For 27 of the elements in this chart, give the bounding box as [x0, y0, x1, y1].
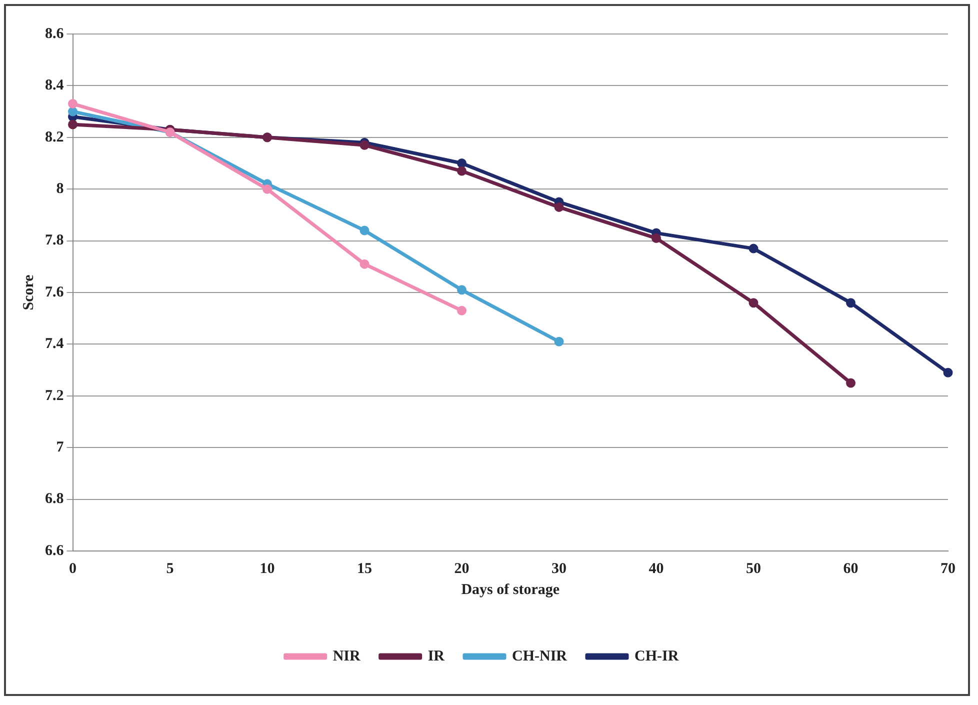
y-tick-label: 8 — [56, 180, 64, 197]
x-tick-label: 0 — [69, 560, 76, 577]
x-tick-label: 30 — [552, 560, 566, 577]
y-axis-title: Score — [20, 274, 37, 310]
y-tick-label: 6.8 — [45, 491, 64, 508]
y-tick-label: 6.6 — [45, 542, 64, 559]
x-axis-title: Days of storage — [461, 582, 560, 598]
x-tick-label: 10 — [260, 560, 275, 577]
y-tick-label: 8.6 — [45, 26, 64, 42]
x-tick-label: 40 — [648, 560, 664, 577]
y-tick-label: 8.4 — [45, 78, 64, 94]
legend-label: IR — [428, 648, 445, 664]
y-tick-label: 7.8 — [45, 232, 64, 249]
x-tick-label: 70 — [940, 560, 956, 577]
x-tick-label: 20 — [454, 560, 470, 577]
x-tick-label: 15 — [357, 560, 372, 577]
y-tick-label: 7.4 — [45, 336, 64, 352]
y-tick-label: 8.2 — [45, 129, 64, 146]
y-tick-label: 7.6 — [45, 284, 64, 300]
y-tick-label: 7 — [56, 439, 64, 456]
y-tick-label: 7.2 — [45, 388, 64, 404]
x-tick-label: 5 — [166, 560, 174, 577]
legend-label: CH-NIR — [512, 648, 568, 664]
x-tick-label: 60 — [843, 560, 858, 577]
legend-label: NIR — [332, 648, 360, 664]
x-tick-label: 50 — [746, 560, 761, 577]
legend-label: CH-IR — [634, 648, 679, 664]
